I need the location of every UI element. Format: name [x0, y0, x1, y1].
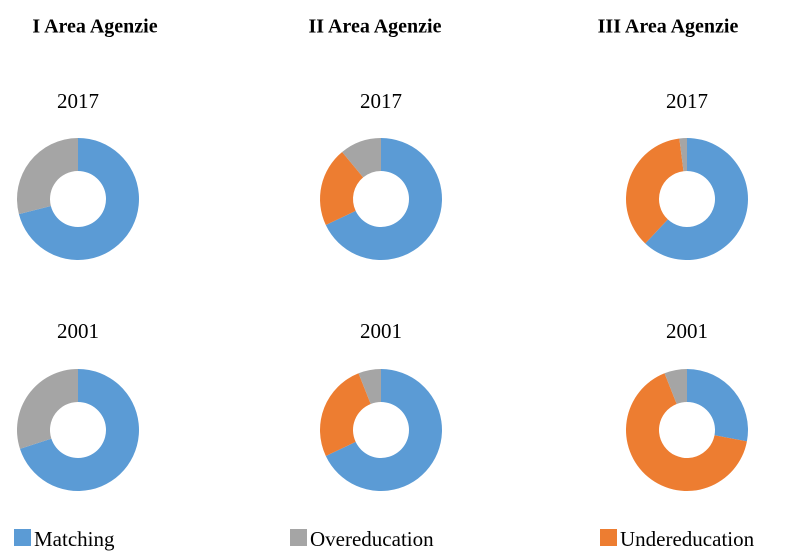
donut-slice: [679, 138, 687, 172]
donut-slice: [342, 138, 381, 178]
chart-title: 2017: [666, 89, 708, 113]
chart-title: 2017: [360, 89, 402, 113]
donut-slice: [320, 373, 371, 456]
donut-slice: [664, 369, 687, 404]
legend-label: Overeducation: [310, 527, 434, 551]
legend-label: Matching: [34, 527, 115, 551]
chart-title: 2001: [360, 319, 402, 343]
legend-swatch: [600, 529, 617, 546]
column-title: II Area Agenzie: [309, 16, 442, 38]
donut-slice: [19, 369, 140, 491]
donut-slice: [358, 369, 381, 404]
chart-title: 2017: [57, 89, 99, 113]
donut-slice: [626, 373, 747, 491]
legend-swatch: [14, 529, 31, 546]
legend-swatch: [290, 529, 307, 546]
chart-title: 2001: [57, 319, 99, 343]
legend-label: Undereducation: [620, 527, 755, 551]
column-title: III Area Agenzie: [598, 16, 739, 38]
donut-slice: [645, 138, 748, 260]
donut-slice: [325, 369, 442, 491]
donut-slice: [319, 151, 364, 225]
donut-slice: [17, 369, 79, 449]
chart-title: 2001: [666, 319, 708, 343]
donut-slice: [17, 138, 78, 215]
donut-slice: [626, 138, 684, 244]
donut-slice: [18, 138, 139, 261]
column-title: I Area Agenzie: [32, 16, 157, 38]
donut-slice: [687, 369, 748, 442]
donut-slice: [325, 138, 442, 260]
